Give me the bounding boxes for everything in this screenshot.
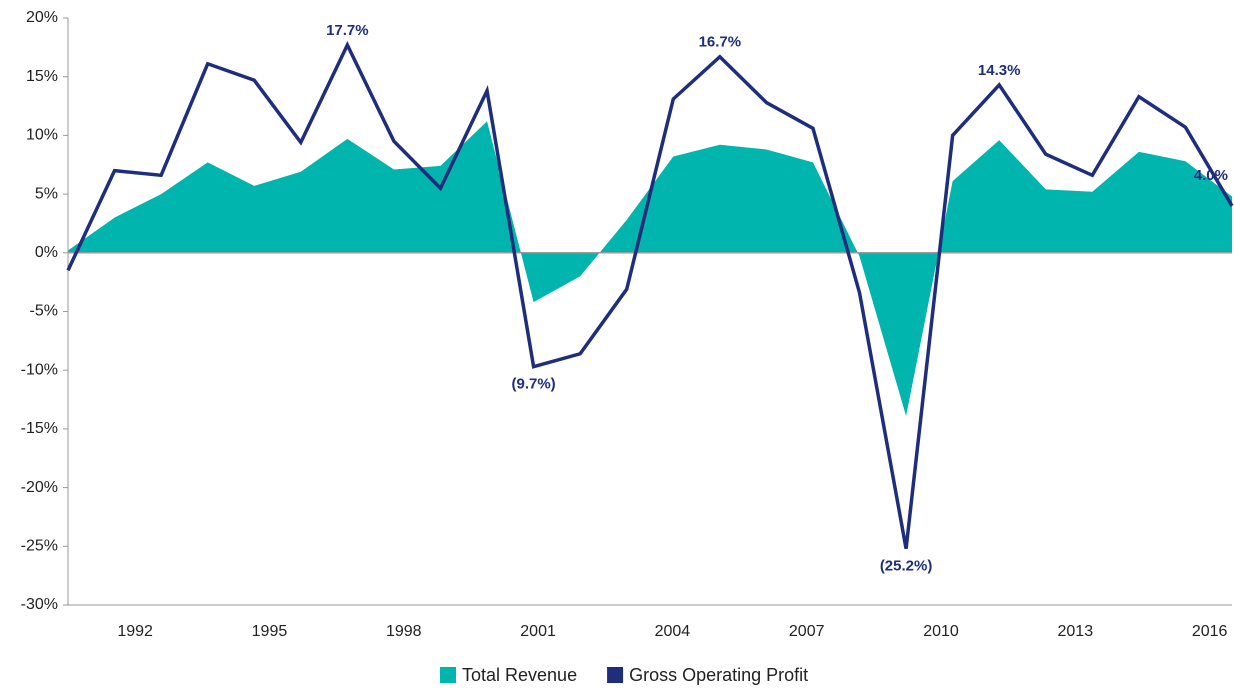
area [68, 121, 1232, 416]
y-tick-label: -15% [21, 420, 58, 437]
x-tick-label: 2007 [789, 623, 825, 640]
y-tick-label: -5% [30, 303, 58, 320]
data-label: 4.0% [1194, 167, 1228, 184]
x-tick-label: 1998 [386, 623, 422, 640]
data-label: 16.7% [699, 34, 742, 51]
legend-swatch [607, 667, 624, 683]
line [66, 40, 1234, 549]
data-label: (25.2%) [880, 558, 933, 575]
x-tick-label: 2004 [655, 623, 691, 640]
y-tick-label: 0% [35, 244, 58, 261]
y-tick-label: 15% [26, 68, 58, 85]
y-tick-label: 20% [26, 9, 58, 26]
y-tick-label: -10% [21, 361, 58, 378]
x-tick-label: 1992 [117, 623, 153, 640]
y-tick-label: -30% [21, 596, 58, 613]
y-tick-label: 10% [26, 127, 58, 144]
legend-swatch [440, 667, 456, 683]
x-tick-label: 2001 [520, 623, 556, 640]
x-tick-label: 2016 [1192, 623, 1228, 640]
legend-label: Gross Operating Profit [629, 665, 808, 685]
data-label: 14.3% [978, 62, 1021, 79]
y-tick-label: 5% [35, 185, 58, 202]
x-tick-label: 1995 [252, 623, 288, 640]
data-label: 17.7% [326, 22, 369, 39]
y-tick-label: -25% [21, 538, 58, 555]
x-tick-label: 2010 [923, 623, 959, 640]
legend-label: Total Revenue [462, 665, 577, 685]
x-tick-label: 2013 [1058, 623, 1094, 640]
data-label: (9.7%) [512, 376, 556, 393]
y-tick-label: -20% [21, 479, 58, 496]
